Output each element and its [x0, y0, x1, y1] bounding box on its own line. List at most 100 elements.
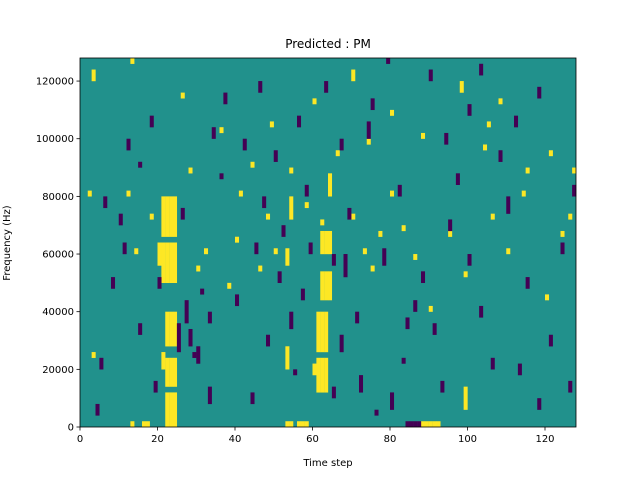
heatmap-cell-low [184, 300, 189, 324]
y-tick-label: 120000 [36, 77, 74, 88]
heatmap-cell-low [455, 173, 460, 185]
chart-title: Predicted : PM [285, 37, 371, 51]
heatmap-cell-high [560, 230, 565, 237]
heatmap-cell-low [111, 277, 116, 289]
heatmap-cell-low [359, 375, 364, 393]
heatmap-cell-low [99, 357, 104, 370]
heatmap-cell-low [250, 392, 255, 405]
heatmap-cell-high [463, 386, 468, 410]
heatmap-cell-high [300, 421, 305, 428]
heatmap-cell-low [568, 380, 573, 393]
heatmap-cell-high [483, 144, 488, 151]
plot-frame [79, 57, 577, 428]
heatmap-cell-high [188, 167, 193, 174]
x-tick-label: 80 [384, 434, 397, 445]
heatmap-cell-high [134, 248, 139, 255]
y-axis-label: Frequency (Hz) [2, 205, 13, 281]
heatmap-cell-high [421, 132, 426, 139]
heatmap-cell-high [145, 421, 150, 428]
heatmap-cell-low [297, 115, 302, 128]
heatmap-cell-high [289, 196, 294, 220]
heatmap-cell-low [300, 288, 305, 301]
heatmap-cell-high [486, 121, 491, 128]
heatmap-cell-high [328, 271, 333, 301]
heatmap-cell-low [235, 294, 240, 307]
heatmap-cell-low [273, 150, 278, 162]
heatmap-cell-low [405, 317, 410, 330]
heatmap-cell-high [157, 242, 162, 266]
heatmap-cell-low [138, 323, 143, 335]
heatmap-cell-high [269, 121, 274, 128]
heatmap-cell-high [304, 202, 309, 209]
x-tick-label: 60 [306, 434, 319, 445]
heatmap-cell-high [428, 305, 433, 312]
heatmap-cell-high [130, 58, 135, 64]
heatmap-cell-low [289, 311, 294, 330]
heatmap-cell-high [366, 138, 371, 145]
heatmap-cell-high [401, 225, 406, 232]
heatmap-cell-high [130, 421, 135, 428]
heatmap-cell-low [207, 386, 212, 405]
heatmap-cell-high [362, 248, 367, 255]
heatmap-cell-high [525, 167, 530, 174]
heatmap-cell-low [339, 138, 344, 151]
heatmap-cell-high [169, 242, 174, 284]
y-tick-label: 0 [68, 423, 74, 434]
heatmap-cell-high [227, 282, 232, 289]
heatmap-cell-high [204, 248, 209, 255]
heatmap-cell-high [432, 421, 437, 428]
heatmap-cell-high [258, 265, 263, 272]
heatmap-cell-low [355, 311, 360, 324]
x-tick-label: 20 [151, 434, 164, 445]
heatmap-cell-low [347, 207, 352, 220]
heatmap-cell-low [331, 386, 336, 399]
heatmap-cell-high [390, 190, 395, 197]
heatmap-cell-low [467, 104, 472, 116]
heatmap-cell-low [219, 173, 224, 180]
heatmap-cell-high [328, 230, 333, 255]
heatmap-cell-high [161, 352, 166, 370]
heatmap-cell-low [188, 328, 193, 347]
heatmap-cell-high [273, 248, 278, 255]
heatmap-cell-low [413, 300, 418, 312]
heatmap-cell-low [339, 334, 344, 353]
heatmap-cell-high [169, 392, 174, 428]
heatmap-cell-high [289, 421, 294, 428]
heatmap-cell-high [142, 421, 147, 428]
heatmap-cell-high [266, 213, 271, 220]
heatmap-cell-low [266, 334, 271, 347]
heatmap-cell-high [173, 242, 178, 284]
heatmap-cell-low [122, 242, 127, 255]
heatmap-cell-high [324, 230, 329, 255]
heatmap-cell-high [378, 230, 383, 237]
heatmap-cell-high [235, 236, 240, 243]
heatmap-cell-low [444, 132, 449, 145]
heatmap-cell-high [413, 254, 418, 260]
heatmap-cell-high [521, 190, 526, 197]
heatmap-cell-low [281, 225, 286, 237]
heatmap-cell-low [180, 207, 185, 220]
heatmap-cell-low [254, 242, 259, 255]
heatmap-cell-high [316, 311, 321, 353]
heatmap-cell-low [382, 248, 387, 266]
heatmap-cell-low [258, 81, 263, 93]
heatmap-cell-low [196, 346, 201, 364]
heatmap-cell-low [277, 271, 282, 284]
heatmap-cell-high [165, 196, 170, 237]
heatmap-cell-high [165, 357, 170, 387]
heatmap-cell-high [370, 265, 375, 272]
heatmap-cell-high [390, 109, 395, 116]
heatmap-cell-low [153, 380, 158, 393]
heatmap-cell-high [165, 311, 170, 347]
heatmap-cell-low [207, 311, 212, 324]
heatmap-cell-low [432, 323, 437, 335]
heatmap-cell-high [91, 69, 96, 82]
heatmap-cell-high [568, 213, 573, 220]
heatmap-cell-low [324, 81, 329, 93]
heatmap-cell-high [506, 248, 511, 255]
heatmap-cell-low [548, 334, 553, 347]
heatmap-cell-high [548, 150, 553, 157]
heatmap-cell-high [91, 352, 96, 358]
heatmap-cell-high [250, 161, 255, 168]
heatmap-cell-high [161, 196, 166, 237]
